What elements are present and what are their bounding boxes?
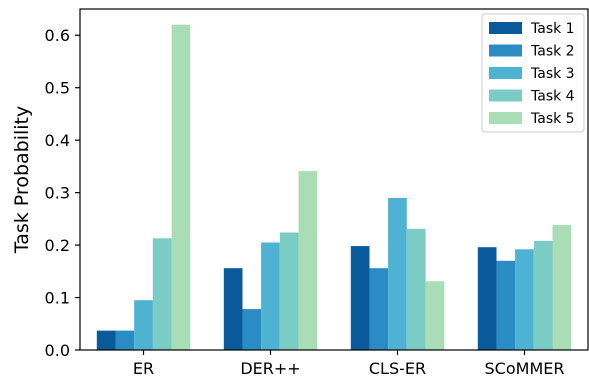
bar-er-task-4 — [152, 238, 172, 350]
bar-scommer-task-2 — [496, 260, 516, 350]
legend-label-task-3: Task 3 — [530, 66, 575, 82]
bar-er-task-3 — [134, 300, 153, 350]
bar-der-task-2 — [242, 309, 262, 350]
plot-frame — [79, 8, 589, 351]
y-tick-label: 0.1 — [45, 289, 70, 308]
y-tick-label: 0.4 — [45, 131, 70, 150]
bar-scommer-task-1 — [477, 247, 497, 350]
bar-er-task-5 — [171, 24, 191, 350]
y-tick-label: 0.3 — [45, 184, 70, 203]
legend-label-task-5: Task 5 — [530, 111, 575, 127]
bar-er-task-1 — [96, 330, 116, 350]
legend-label-task-2: Task 2 — [530, 44, 575, 60]
y-tick-label: 0.0 — [45, 341, 70, 360]
legend-swatch-task-2 — [489, 44, 522, 57]
y-axis: 0.0 0.1 0.2 0.3 0.4 0.5 0.6 — [45, 26, 80, 360]
x-tick-label: CLS-ER — [369, 359, 426, 376]
legend: Task 1 Task 2 Task 3 Task 4 Task 5 — [481, 13, 585, 133]
bar-clser-task-2 — [369, 268, 389, 350]
x-tick-label: ER — [133, 359, 154, 376]
bar-clser-task-4 — [406, 228, 426, 350]
bar-scommer-task-4 — [533, 240, 553, 350]
legend-swatch-task-3 — [489, 67, 522, 79]
legend-label-task-4: Task 4 — [530, 89, 575, 105]
legend-swatch-task-5 — [489, 112, 522, 124]
bar-scommer-task-3 — [515, 249, 534, 350]
bar-clser-task-5 — [425, 281, 445, 350]
bar-er-task-2 — [115, 330, 135, 350]
bar-der-task-5 — [298, 171, 318, 350]
legend-swatch-task-1 — [489, 22, 522, 34]
bar-der-task-1 — [223, 268, 243, 350]
y-tick-label: 0.6 — [45, 26, 70, 45]
legend-label-task-1: Task 1 — [530, 21, 575, 37]
y-tick-label: 0.5 — [45, 79, 70, 98]
legend-swatch-task-4 — [489, 89, 522, 102]
bar-scommer-task-5 — [552, 225, 572, 350]
bars-layer — [96, 24, 572, 350]
legend-box — [481, 13, 585, 133]
bar-der-task-4 — [279, 232, 299, 350]
bar-der-task-3 — [261, 242, 280, 350]
y-tick-label: 0.2 — [45, 236, 70, 255]
y-axis-title: Task Probability — [11, 106, 33, 254]
x-tick-label: DER++ — [240, 359, 300, 376]
x-tick-label: SCoMMER — [485, 359, 565, 376]
bar-clser-task-3 — [388, 197, 407, 350]
bar-clser-task-1 — [350, 246, 370, 350]
x-axis: ER DER++ CLS-ER SCoMMER — [133, 350, 565, 376]
